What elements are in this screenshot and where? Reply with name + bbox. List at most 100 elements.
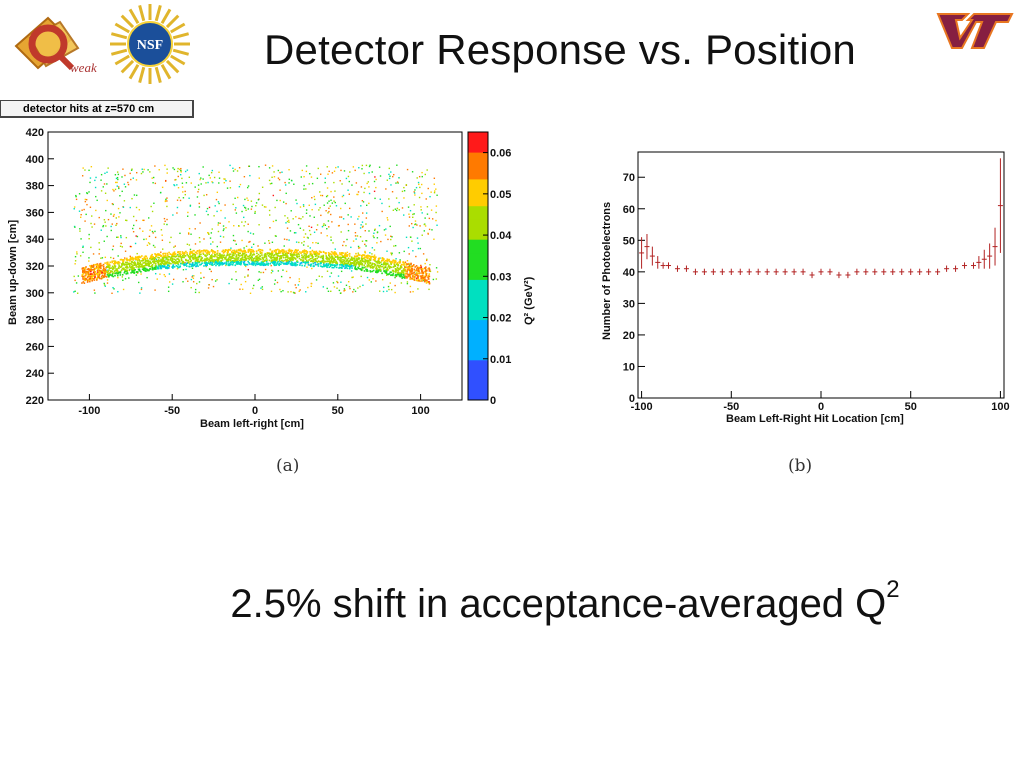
scatter-point xyxy=(177,261,179,263)
x-tick-label: -50 xyxy=(723,401,739,413)
scatter-point xyxy=(123,183,126,185)
scatter-point xyxy=(390,253,393,256)
scatter-point xyxy=(213,263,216,265)
scatter-point xyxy=(358,258,360,260)
scatter-point xyxy=(396,263,398,266)
scatter-point xyxy=(357,266,359,269)
scatter-point xyxy=(309,233,312,236)
scatter-point xyxy=(215,198,218,201)
scatter-point xyxy=(93,275,95,277)
scatter-point xyxy=(125,273,128,275)
scatter-point xyxy=(378,266,381,269)
x-tick-label: 50 xyxy=(905,401,917,413)
scatter-point xyxy=(406,168,409,171)
scatter-point xyxy=(172,254,174,257)
scatter-point xyxy=(164,255,166,258)
scatter-point xyxy=(305,253,308,256)
y-tick-label: 380 xyxy=(26,181,44,193)
scatter-point xyxy=(366,276,369,279)
scatter-point xyxy=(168,256,170,258)
scatter-point xyxy=(357,263,360,266)
scatter-point xyxy=(147,264,149,266)
scatter-point xyxy=(164,254,167,257)
scatter-point xyxy=(150,256,153,258)
scatter-point xyxy=(91,273,94,275)
scatter-point xyxy=(216,245,218,248)
scatter-point xyxy=(151,230,154,233)
scatter-point xyxy=(216,258,219,260)
scatter-point xyxy=(309,251,312,253)
scatter-point xyxy=(278,263,280,266)
scatter-point xyxy=(237,260,240,263)
scatter-point xyxy=(429,270,432,273)
scatter-point xyxy=(361,226,364,228)
scatter-point xyxy=(423,230,426,232)
scatter-point xyxy=(279,288,281,291)
scatter-point xyxy=(172,252,175,255)
scatter-point xyxy=(378,269,380,271)
scatter-point xyxy=(361,255,363,258)
scatter-point xyxy=(255,250,258,252)
scatter-point xyxy=(368,186,370,188)
scatter-point xyxy=(371,171,373,173)
scatter-point xyxy=(88,274,91,277)
scatter-point xyxy=(241,250,244,252)
colorbar-segment xyxy=(468,178,488,187)
scatter-point xyxy=(417,269,420,271)
colorbar-segment xyxy=(468,212,488,220)
scatter-point xyxy=(351,184,353,186)
scatter-point xyxy=(412,213,414,216)
scatter-point xyxy=(109,271,112,273)
scatter-point xyxy=(217,222,220,224)
scatter-point xyxy=(217,252,219,254)
scatter-point xyxy=(342,194,345,197)
scatter-point xyxy=(229,253,231,255)
scatter-point xyxy=(409,285,412,288)
scatter-point xyxy=(331,256,333,258)
scatter-point xyxy=(324,224,327,226)
scatter-point xyxy=(174,245,177,247)
scatter-point xyxy=(304,258,307,260)
scatter-point xyxy=(349,262,352,264)
scatter-point xyxy=(338,264,341,266)
scatter-point xyxy=(212,252,214,254)
scatter-point xyxy=(404,261,407,264)
scatter-point xyxy=(238,185,241,188)
scatter-point xyxy=(196,257,198,259)
scatter-point xyxy=(201,260,204,262)
scatter-point xyxy=(406,282,409,285)
scatter-point xyxy=(190,265,193,268)
scatter-point xyxy=(254,210,256,213)
scatter-point xyxy=(403,186,405,189)
scatter-point xyxy=(372,259,375,261)
scatter-point xyxy=(360,224,362,226)
scatter-point xyxy=(114,188,117,191)
scatter-point xyxy=(89,270,92,273)
scatter-point xyxy=(130,266,132,269)
scatter-point xyxy=(273,171,275,173)
scatter-point xyxy=(124,270,126,273)
scatter-point xyxy=(277,169,280,172)
scatter-point xyxy=(140,266,143,268)
scatter-point xyxy=(272,256,275,259)
scatter-point xyxy=(105,266,107,269)
scatter-point xyxy=(137,265,139,268)
scatter-point xyxy=(302,244,305,246)
scatter-point xyxy=(418,279,420,282)
scatter-point xyxy=(319,191,321,193)
scatter-point xyxy=(407,268,409,270)
scatter-point xyxy=(353,259,356,262)
scatter-point xyxy=(390,266,393,269)
scatter-point xyxy=(87,272,90,274)
scatter-point xyxy=(365,164,368,167)
scatter-point xyxy=(414,275,416,278)
scatter-point xyxy=(93,223,96,225)
scatter-point xyxy=(314,263,317,266)
scatter-point xyxy=(341,254,343,256)
scatter-point xyxy=(87,279,89,281)
scatter-point xyxy=(340,257,342,260)
scatter-point xyxy=(326,266,328,268)
scatter-point xyxy=(131,168,133,170)
scatter-point xyxy=(194,254,197,257)
scatter-point xyxy=(96,271,99,274)
